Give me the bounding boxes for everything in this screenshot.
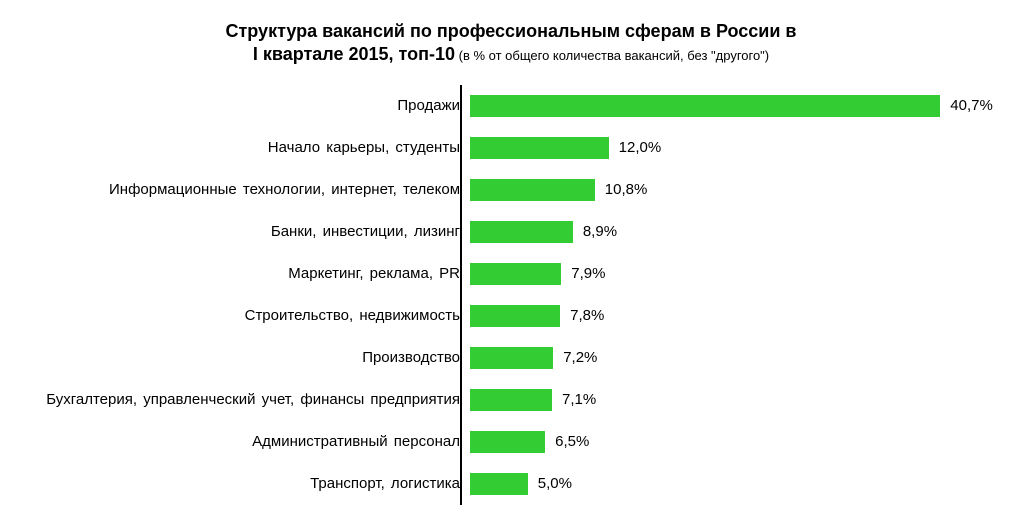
chart-row: Бухгалтерия, управленческий учет, финанс…	[30, 379, 992, 421]
value-label: 6,5%	[555, 433, 589, 450]
bar-zone: 40,7%	[470, 85, 993, 127]
value-label: 7,9%	[571, 265, 605, 282]
bar-zone: 10,8%	[470, 169, 992, 211]
chart-row: Продажи 40,7%	[30, 85, 992, 127]
category-label: Строительство, недвижимость	[30, 307, 470, 324]
bar-zone: 7,9%	[470, 253, 992, 295]
bar-zone: 5,0%	[470, 463, 992, 505]
value-label: 5,0%	[538, 475, 572, 492]
value-label: 12,0%	[619, 139, 662, 156]
bar-zone: 7,1%	[470, 379, 992, 421]
bar	[470, 263, 561, 285]
chart-container: Структура вакансий по профессиональным с…	[0, 0, 1022, 524]
chart-row: Банки, инвестиции, лизинг 8,9%	[30, 211, 992, 253]
bar-zone: 8,9%	[470, 211, 992, 253]
chart-row: Строительство, недвижимость 7,8%	[30, 295, 992, 337]
bar	[470, 221, 573, 243]
category-label: Продажи	[30, 97, 470, 114]
value-label: 7,8%	[570, 307, 604, 324]
chart-row: Информационные технологии, интернет, тел…	[30, 169, 992, 211]
bar-zone: 7,8%	[470, 295, 992, 337]
bar-zone: 7,2%	[470, 337, 992, 379]
bar	[470, 347, 553, 369]
bar	[470, 473, 528, 495]
value-label: 7,1%	[562, 391, 596, 408]
plot-area: Продажи 40,7% Начало карьеры, студенты 12,0…	[30, 85, 992, 505]
value-label: 8,9%	[583, 223, 617, 240]
chart-row: Маркетинг, реклама, PR 7,9%	[30, 253, 992, 295]
chart-row: Производство 7,2%	[30, 337, 992, 379]
value-label: 7,2%	[563, 349, 597, 366]
chart-subtitle: (в % от общего количества вакансий, без …	[455, 48, 769, 63]
chart-title-line1: Структура вакансий по профессиональным с…	[225, 21, 796, 41]
category-label: Информационные технологии, интернет, тел…	[30, 181, 470, 198]
category-label: Административный персонал	[30, 433, 470, 450]
value-label: 10,8%	[605, 181, 648, 198]
bar-zone: 6,5%	[470, 421, 992, 463]
bar-zone: 12,0%	[470, 127, 992, 169]
category-label: Транспорт, логистика	[30, 475, 470, 492]
bar	[470, 305, 560, 327]
category-label: Производство	[30, 349, 470, 366]
value-label: 40,7%	[950, 97, 993, 114]
bar	[470, 137, 609, 159]
bar	[470, 431, 545, 453]
bar	[470, 95, 940, 117]
category-label: Начало карьеры, студенты	[30, 139, 470, 156]
chart-row: Транспорт, логистика 5,0%	[30, 463, 992, 505]
bar	[470, 389, 552, 411]
category-label: Бухгалтерия, управленческий учет, финанс…	[30, 391, 470, 408]
bar	[470, 179, 595, 201]
category-label: Маркетинг, реклама, PR	[30, 265, 470, 282]
chart-title-block: Структура вакансий по профессиональным с…	[30, 20, 992, 67]
category-label: Банки, инвестиции, лизинг	[30, 223, 470, 240]
chart-row: Административный персонал 6,5%	[30, 421, 992, 463]
chart-title-line2: I квартале 2015, топ-10	[253, 44, 455, 64]
chart-row: Начало карьеры, студенты 12,0%	[30, 127, 992, 169]
